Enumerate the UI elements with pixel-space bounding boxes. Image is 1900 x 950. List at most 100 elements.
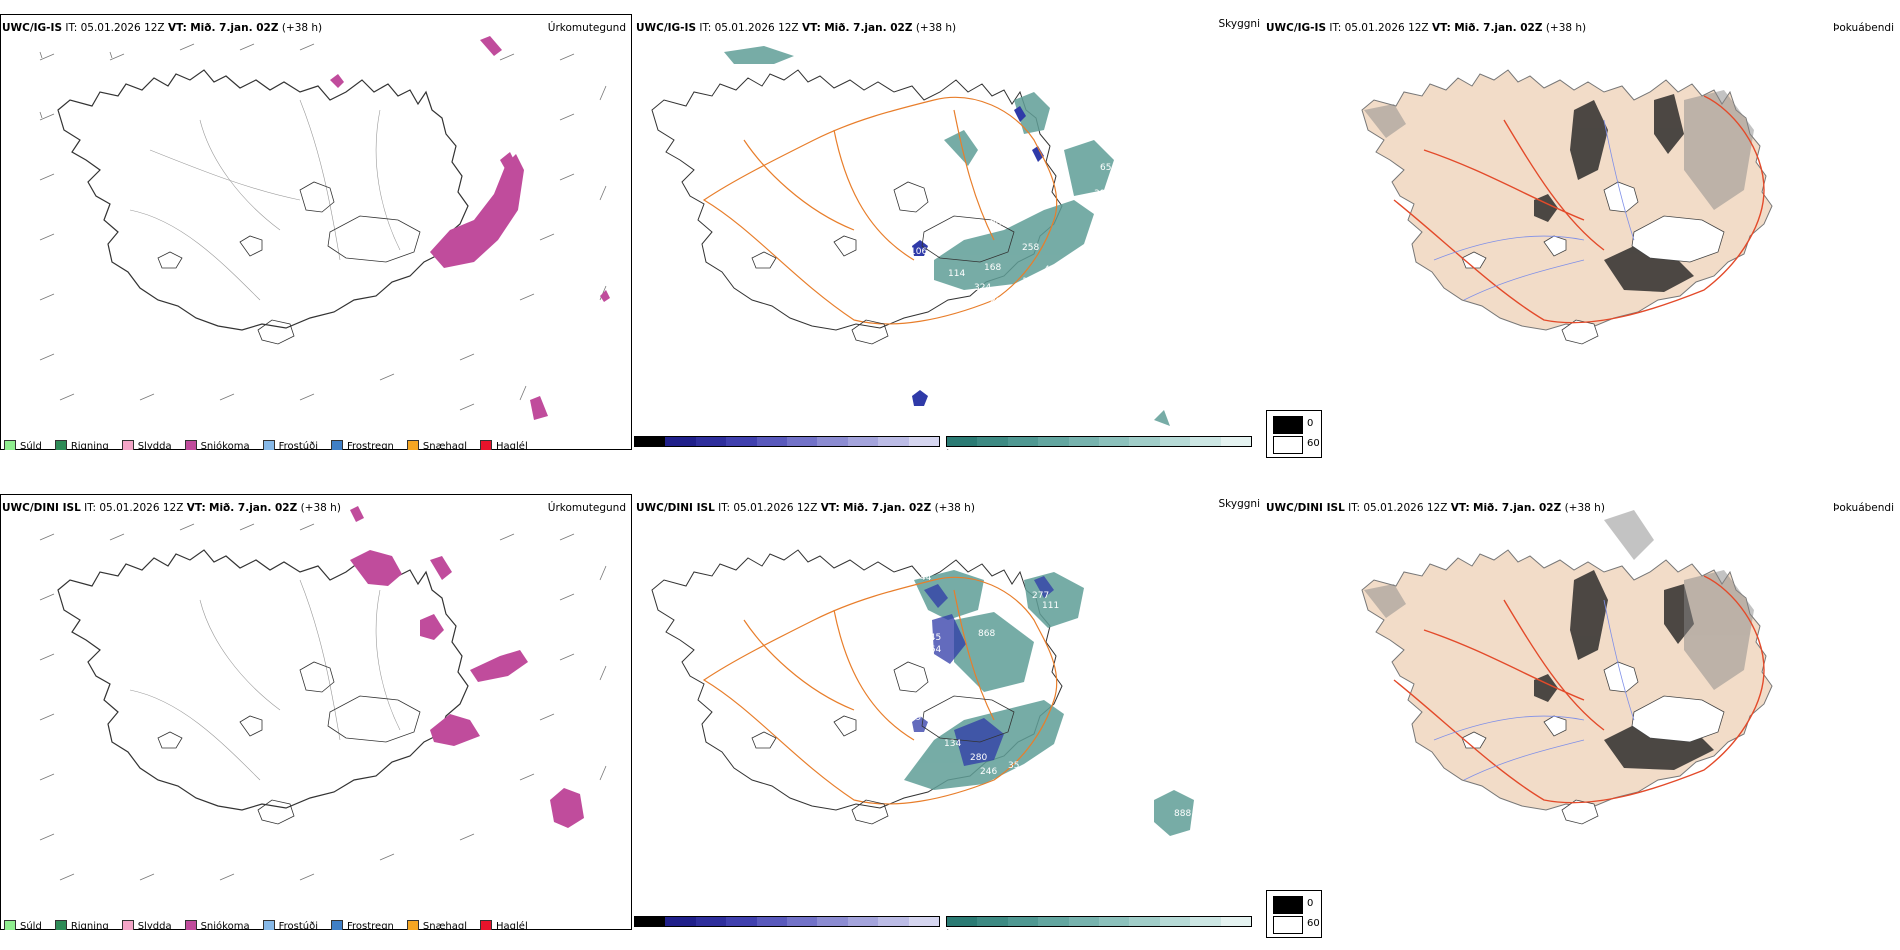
cloud-base-bar-swatches — [634, 916, 940, 927]
cloud-label: 44 — [920, 573, 932, 583]
panel-title: UWC/DINI ISL IT: 05.01.2026 12Z VT: Mið.… — [2, 502, 341, 514]
bar-swatch — [817, 437, 848, 446]
legend-swatch — [480, 440, 493, 450]
bar-swatch — [1129, 437, 1160, 446]
bar-swatch — [977, 437, 1008, 446]
bar-swatch — [1220, 437, 1252, 446]
cloud-label: 868 — [978, 629, 995, 639]
fog-map — [1361, 510, 1773, 825]
bar-swatch — [977, 917, 1008, 926]
fog-legend-white-swatch — [1273, 916, 1303, 934]
legend-swatch — [262, 920, 275, 930]
bar-swatch — [635, 917, 666, 926]
cloud-label: 39 — [1094, 189, 1106, 199]
skyggni-title: Skyggni — [1218, 498, 1261, 510]
fog-roads — [1393, 575, 1765, 804]
fog-grey — [1364, 90, 1754, 210]
bar-swatch — [1038, 437, 1069, 446]
fog-legend-row1: 0 60 — [1266, 410, 1322, 458]
bar-swatch — [1007, 917, 1039, 926]
legend-item: Súld — [4, 920, 42, 930]
visibility-panel-row1: UWC/IG-IS IT: 05.01.2026 12Z VT: Mið. 7.… — [634, 0, 1264, 450]
visibility-colorbar: km 1 2 3 4 5 6 7 8 9 10 — [946, 436, 1252, 450]
cloud-labels: 106 114 168 324 89 258 164 476 65 200 27… — [910, 135, 1128, 307]
bar-unit: km — [946, 448, 965, 450]
visibility-ticks: km 1 2 3 4 5 6 7 8 9 10 — [946, 448, 1264, 450]
panel-title: UWC/DINI ISL IT: 05.01.2026 12Z VT: Mið.… — [636, 502, 975, 514]
cloud-areas-blue — [912, 106, 1044, 406]
bar-swatch — [726, 917, 757, 926]
precip-map-frame — [0, 14, 632, 450]
cloud-label: 35 — [1008, 761, 1019, 771]
fog-map — [1361, 69, 1773, 345]
legend-item: Frostregn — [331, 440, 394, 450]
cloud-label: 280 — [970, 753, 987, 763]
legend-item: Frostregn — [331, 920, 394, 930]
bar-swatch — [947, 917, 978, 926]
rivers — [129, 99, 401, 301]
bar-swatch — [878, 437, 909, 446]
bar-swatch — [1038, 917, 1069, 926]
cloud-label: 134 — [944, 739, 961, 749]
legend-swatch — [331, 440, 343, 450]
fog-legend-black-label: 0 — [1307, 898, 1314, 909]
visibility-colorbar: km 1 2 3 4 5 6 7 8 9 10 — [946, 916, 1252, 930]
fog-rivers — [1433, 599, 1635, 781]
bar-swatch — [1068, 437, 1100, 446]
bar-swatch — [665, 437, 696, 446]
bar-swatch — [1159, 917, 1191, 926]
legend-swatch — [4, 440, 16, 450]
bar-unit: m — [634, 448, 646, 450]
panel-title: UWC/IG-IS IT: 05.01.2026 12Z VT: Mið. 7.… — [1266, 22, 1587, 34]
bar-swatch — [1099, 437, 1130, 446]
cloud-label: 445 — [924, 633, 941, 643]
bar-swatch — [878, 917, 909, 926]
precip-type-title: Úrkomutegund — [547, 22, 626, 34]
bar-swatch — [756, 437, 788, 446]
fog-legend-black-label: 0 — [1307, 418, 1314, 429]
precip-type-map — [39, 36, 610, 420]
bar-swatch — [726, 437, 757, 446]
legend-item: Snæhagl — [406, 920, 467, 930]
rivers — [129, 579, 401, 781]
precip-type-panel-row2: UWC/DINI ISL IT: 05.01.2026 12Z VT: Mið.… — [0, 480, 632, 930]
legend-item: Slydda — [121, 920, 172, 930]
legend-item: Frostúði — [262, 440, 318, 450]
bar-swatch — [665, 917, 696, 926]
precip-type-legend: Súld Rigning Slydda Snjókoma Frostúði Fr… — [4, 920, 528, 930]
bar-unit: km — [946, 928, 965, 930]
cloud-label: 111 — [1042, 601, 1059, 611]
legend-item: Haglél — [480, 440, 528, 450]
visibility-ticks: km 1 2 3 4 5 6 7 8 9 10 — [946, 928, 1264, 930]
fog-title: Þokuábendi — [1833, 22, 1894, 34]
bar-swatch — [908, 917, 940, 926]
panel-title: UWC/IG-IS IT: 05.01.2026 12Z VT: Mið. 7.… — [636, 22, 957, 34]
bar-swatch — [1007, 437, 1039, 446]
wind-barbs — [39, 43, 607, 411]
fog-legend-black-swatch — [1273, 896, 1303, 914]
legend-item: Haglél — [480, 920, 528, 930]
snow-areas — [330, 36, 610, 420]
fog-roads — [1393, 95, 1765, 324]
fog-panel-row1: UWC/IG-IS IT: 05.01.2026 12Z VT: Mið. 7.… — [1264, 0, 1900, 450]
precip-type-legend: Súld Rigning Slydda Snjókoma Frostúði Fr… — [4, 440, 528, 450]
cloud-label: 258 — [1022, 243, 1039, 253]
legend-item: Slydda — [121, 440, 172, 450]
cloud-label: 164 — [1022, 277, 1039, 287]
bar-swatch — [1190, 437, 1221, 446]
cloud-label: 119 — [904, 713, 921, 723]
visibility-panel-row2: UWC/DINI ISL IT: 05.01.2026 12Z VT: Mið.… — [634, 480, 1264, 930]
legend-swatch — [406, 920, 419, 930]
fog-legend-white-swatch — [1273, 436, 1303, 454]
legend-item: Snæhagl — [406, 440, 467, 450]
cloud-base-ticks: m 0 200 400 600 800 1000 — [634, 928, 937, 930]
cloud-label: 68 — [1116, 149, 1128, 159]
fog-legend-row2: 0 60 — [1266, 890, 1322, 938]
legend-item: Snjókoma — [184, 920, 250, 930]
fog-rivers — [1433, 119, 1635, 301]
visibility-map: 106 114 168 324 89 258 164 476 65 200 27… — [651, 46, 1170, 426]
cloud-label: 476 — [1044, 265, 1061, 275]
cloud-label: 168 — [984, 263, 1001, 273]
cloud-base-ticks: m 0 200 400 600 800 1000 — [634, 448, 937, 450]
visibility-bar-swatches — [946, 436, 1252, 447]
